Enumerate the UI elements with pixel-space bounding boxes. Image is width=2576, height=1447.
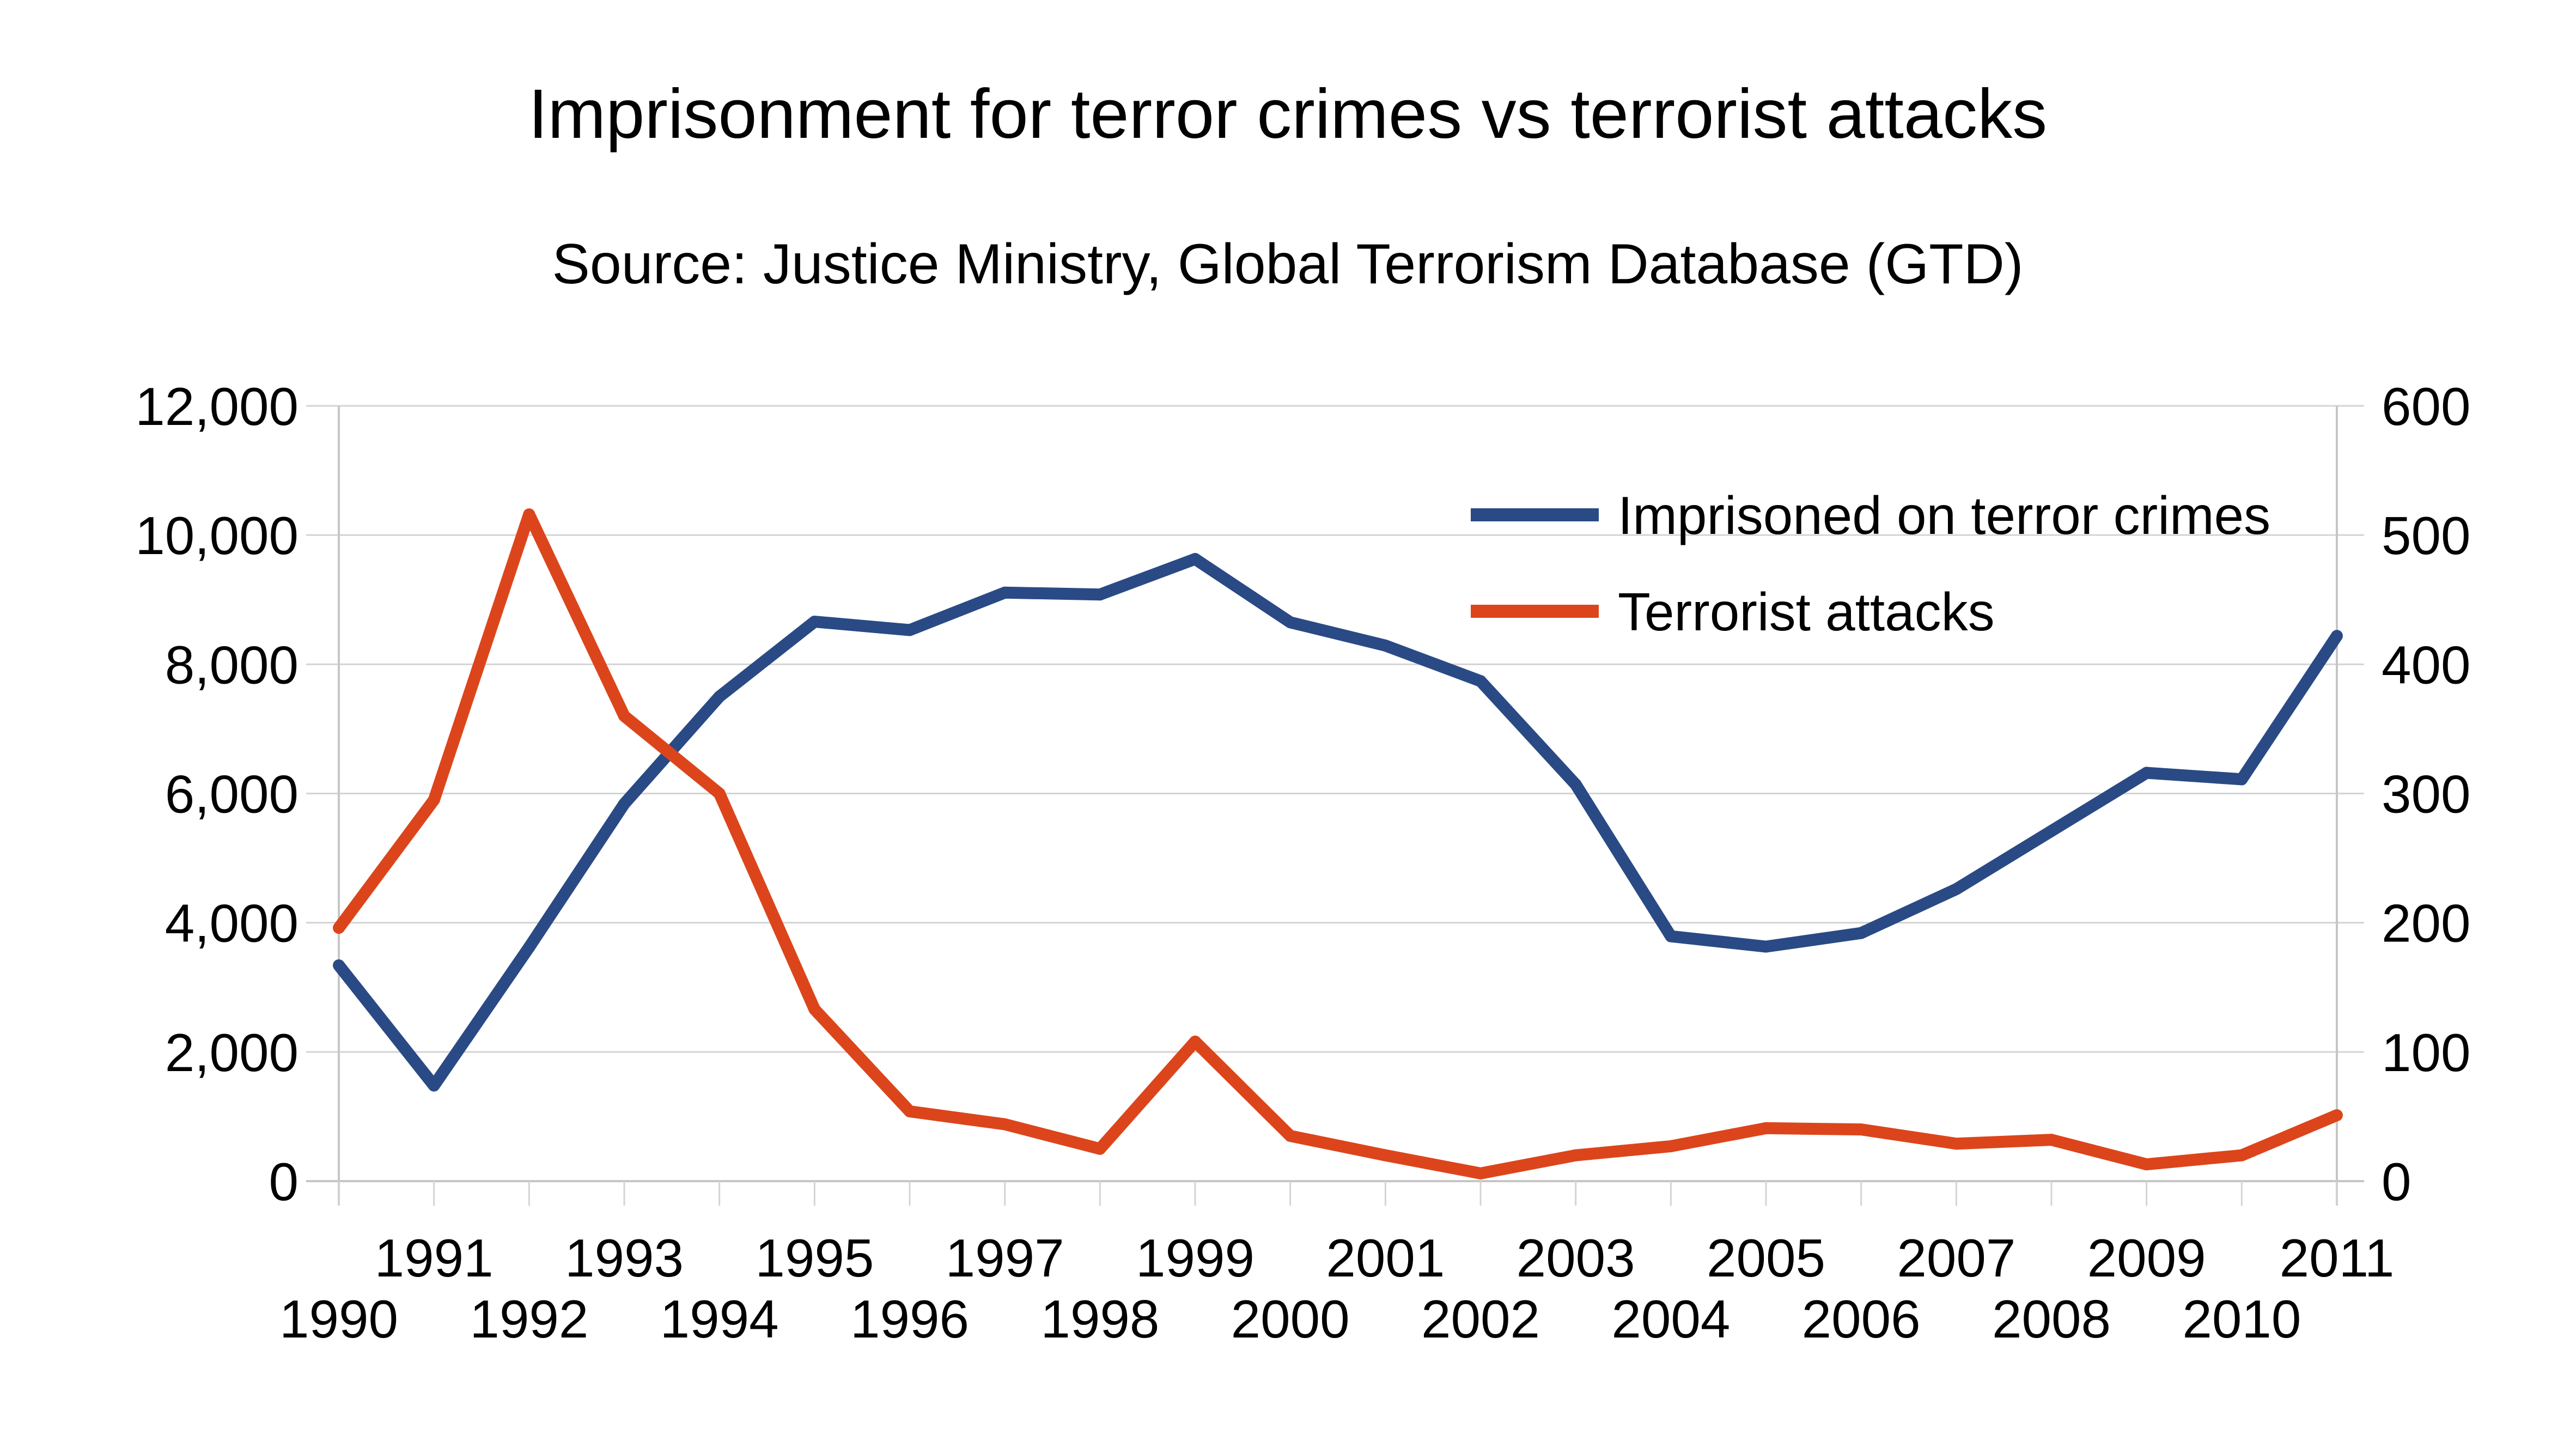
y-left-tick-label: 2,000: [165, 1023, 299, 1083]
data-point-imprisoned: [1284, 616, 1296, 629]
x-tick-label: 2011: [2280, 1228, 2395, 1288]
data-point-imprisoned: [2236, 773, 2248, 786]
y-left-tick-label: 6,000: [165, 764, 299, 824]
data-point-imprisoned: [618, 798, 630, 810]
y-left-tick-label: 10,000: [135, 506, 299, 566]
data-point-attacks: [1284, 1129, 1296, 1142]
data-point-attacks: [1760, 1122, 1772, 1134]
x-tick-label: 2006: [1802, 1289, 1921, 1349]
data-point-attacks: [713, 787, 726, 800]
y-axis-right-labels: 0 100 200 300 400 500 600: [2382, 376, 2471, 1212]
legend-label-imprisoned: Imprisoned on terror crimes: [1618, 485, 2270, 545]
data-point-attacks: [428, 794, 440, 806]
x-tick-label: 1991: [375, 1228, 494, 1288]
data-point-attacks: [808, 1003, 821, 1016]
data-point-attacks: [1094, 1142, 1106, 1155]
x-tick-label: 1996: [850, 1289, 969, 1349]
x-tick-label: 2002: [1421, 1289, 1540, 1349]
gridlines: [306, 405, 2364, 1182]
chart-title: Imprisonment for terror crimes vs terror…: [528, 75, 2047, 153]
legend-item-attacks[interactable]: Terrorist attacks: [1471, 582, 1995, 642]
data-point-attacks: [2140, 1158, 2153, 1171]
data-point-attacks: [618, 710, 630, 722]
data-point-imprisoned: [1569, 778, 1582, 791]
legend-label-attacks: Terrorist attacks: [1618, 582, 1995, 642]
y-left-tick-label: 8,000: [165, 635, 299, 695]
data-point-imprisoned: [1094, 588, 1106, 601]
x-tick-label: 2010: [2182, 1289, 2301, 1349]
data-point-imprisoned: [2045, 825, 2057, 837]
data-point-attacks: [998, 1118, 1011, 1130]
y-right-tick-label: 200: [2382, 893, 2471, 953]
data-point-attacks: [1189, 1035, 1201, 1048]
data-point-imprisoned: [1760, 940, 1772, 953]
y-left-tick-label: 0: [269, 1152, 299, 1212]
x-tick-label: 1994: [660, 1289, 779, 1349]
legend: Imprisoned on terror crimes Terrorist at…: [1471, 485, 2270, 642]
legend-item-imprisoned[interactable]: Imprisoned on terror crimes: [1471, 485, 2270, 545]
data-point-attacks: [523, 508, 535, 521]
x-tick-label: 1992: [470, 1289, 588, 1349]
x-tick-label: 2001: [1326, 1228, 1445, 1288]
y-right-tick-label: 100: [2382, 1023, 2471, 1083]
axes: [338, 406, 2338, 1206]
data-point-attacks: [2236, 1149, 2248, 1162]
data-point-attacks: [904, 1105, 916, 1117]
data-point-attacks: [1855, 1123, 1867, 1136]
data-point-attacks: [1475, 1167, 1487, 1180]
y-left-tick-label: 4,000: [165, 893, 299, 953]
chart-subtitle: Source: Justice Ministry, Global Terrori…: [552, 233, 2024, 296]
x-tick-label: 1997: [946, 1228, 1064, 1288]
x-tick-label: 1993: [565, 1228, 684, 1288]
x-tick-label: 1995: [755, 1228, 874, 1288]
data-point-attacks: [333, 922, 345, 934]
y-right-tick-label: 400: [2382, 635, 2471, 695]
x-tick-label: 1998: [1040, 1289, 1159, 1349]
y-axis-left-labels: 0 2,000 4,000 6,000 8,000 10,000 12,000: [135, 376, 299, 1212]
data-point-imprisoned: [904, 624, 916, 636]
y-left-tick-label: 12,000: [135, 376, 299, 436]
data-point-imprisoned: [1665, 930, 1677, 943]
x-tick-label: 1999: [1136, 1228, 1254, 1288]
data-point-imprisoned: [1855, 927, 1867, 939]
series-line-attacks: [334, 508, 2340, 1180]
data-point-imprisoned: [2331, 630, 2343, 642]
series: [333, 508, 2343, 1180]
x-tick-label: 1990: [279, 1289, 398, 1349]
data-point-attacks: [1665, 1140, 1677, 1152]
x-tick-label: 2004: [1611, 1289, 1730, 1349]
data-point-imprisoned: [523, 941, 535, 953]
x-axis-labels: 1990199119921993199419951996199719981999…: [279, 1228, 2394, 1349]
x-tick-label: 2003: [1517, 1228, 1635, 1288]
x-tick-label: 2000: [1231, 1289, 1350, 1349]
data-point-attacks: [1569, 1149, 1582, 1162]
data-point-attacks: [1379, 1149, 1392, 1162]
data-point-imprisoned: [1379, 639, 1392, 652]
data-point-imprisoned: [2140, 767, 2153, 779]
y-right-tick-label: 300: [2382, 764, 2471, 824]
y-right-tick-label: 600: [2382, 376, 2471, 436]
data-point-imprisoned: [808, 616, 821, 628]
data-point-imprisoned: [428, 1079, 440, 1092]
data-point-attacks: [2331, 1109, 2343, 1122]
series-line-imprisoned: [334, 553, 2342, 1092]
y-right-tick-label: 0: [2382, 1152, 2411, 1212]
y-right-tick-label: 500: [2382, 506, 2471, 566]
data-point-imprisoned: [1189, 553, 1201, 566]
x-tick-label: 2005: [1707, 1228, 1825, 1288]
data-point-imprisoned: [713, 690, 726, 703]
x-tick-label: 2008: [1992, 1289, 2111, 1349]
x-tick-label: 2009: [2087, 1228, 2206, 1288]
data-point-imprisoned: [1950, 883, 1963, 896]
data-point-imprisoned: [998, 586, 1011, 599]
data-point-imprisoned: [333, 959, 345, 971]
data-point-attacks: [1950, 1138, 1963, 1150]
data-point-attacks: [2045, 1134, 2057, 1146]
x-tick-label: 2007: [1897, 1228, 2015, 1288]
data-point-imprisoned: [1475, 675, 1487, 688]
